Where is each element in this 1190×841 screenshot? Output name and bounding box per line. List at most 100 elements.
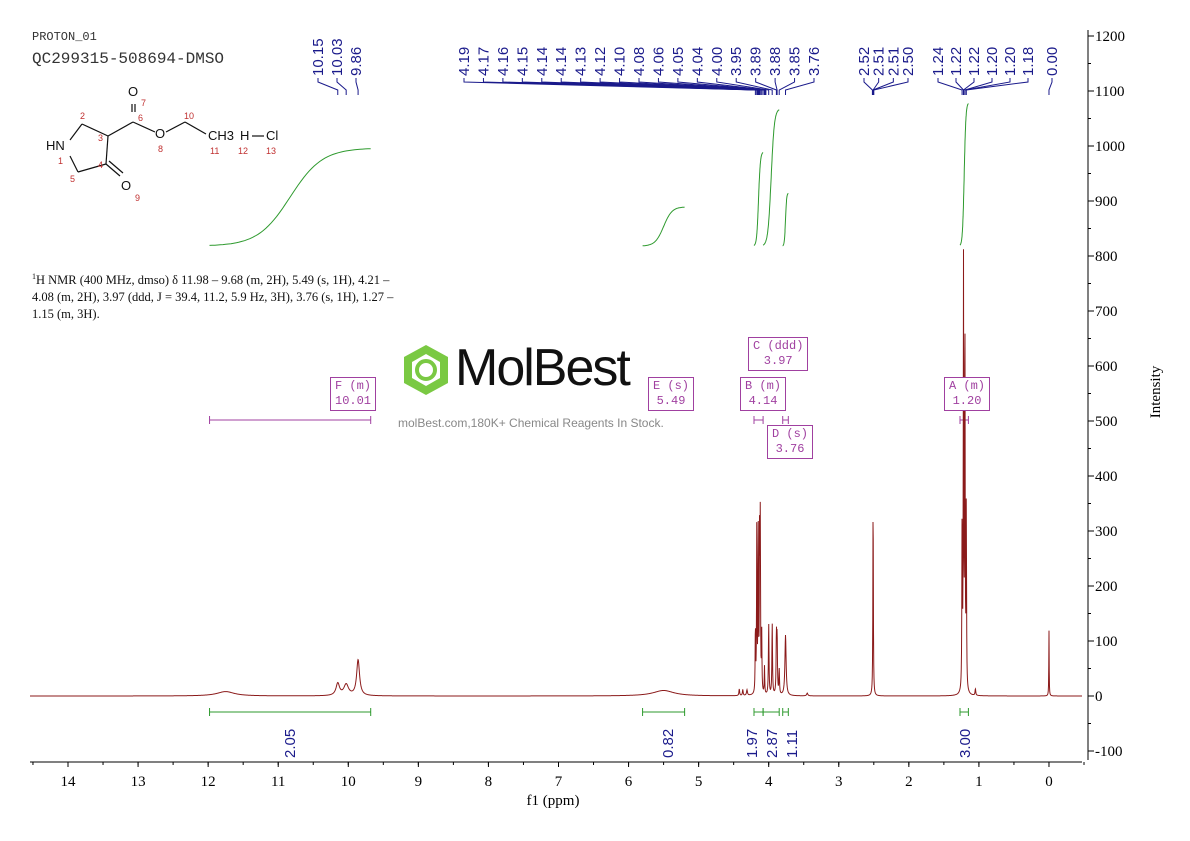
multiplet-box-a: A (m) 1.20 <box>944 377 991 411</box>
multiplet-box-e: E (s) 5.49 <box>648 377 695 411</box>
peak-label-connector <box>580 78 761 95</box>
peak-label-connector <box>355 78 359 95</box>
integral-labels: 2.05 0.82 1.97 2.87 1.11 3.00 <box>209 708 974 758</box>
y-tick-label: 400 <box>1095 469 1118 485</box>
peak-label-connector <box>785 78 815 95</box>
atom-number: 4 <box>98 160 103 170</box>
integral-value: 1.11 <box>784 730 801 758</box>
integral-curve <box>782 192 789 247</box>
peak-label-connector <box>964 78 1011 95</box>
integral-value: 0.82 <box>660 729 677 758</box>
x-tick-label: 7 <box>555 774 563 790</box>
peak-label-connector <box>696 78 767 95</box>
watermark-brand: MolBest <box>455 339 631 397</box>
peak-label: 4.08 <box>631 47 648 76</box>
peak-label-connector <box>677 78 766 95</box>
peak-label: 4.00 <box>709 47 726 76</box>
peak-label: 1.20 <box>1002 47 1019 76</box>
sample-name: QC299315-508694-DMSO <box>32 50 225 68</box>
peak-label: 4.14 <box>534 47 551 76</box>
x-tick-label: 10 <box>341 774 356 790</box>
atom-label: CH3 <box>208 128 234 143</box>
integral-value: 2.05 <box>282 729 299 758</box>
peak-label-connector <box>873 78 909 95</box>
y-tick-label: 300 <box>1095 524 1118 540</box>
atom-label: HN <box>46 138 65 153</box>
peak-label: 2.50 <box>900 47 917 76</box>
y-tick-label: 0 <box>1095 689 1103 705</box>
atom-label: Cl <box>266 128 278 143</box>
peak-label: 4.14 <box>553 47 570 76</box>
multiplet-ranges <box>209 416 969 424</box>
y-tick-label: 700 <box>1095 304 1118 320</box>
x-tick-label: 14 <box>61 774 77 790</box>
peak-label: 4.04 <box>689 47 706 76</box>
multiplet-box-c: C (ddd) 3.97 <box>748 337 809 371</box>
peak-label-connector <box>755 78 777 95</box>
y-tick-label: -100 <box>1095 744 1123 760</box>
peak-label-connector <box>964 78 993 95</box>
peak-label: 4.12 <box>592 47 609 76</box>
peak-label: 10.03 <box>329 38 346 76</box>
atom-number: 2 <box>80 111 85 121</box>
y-tick-label: 1000 <box>1095 139 1125 155</box>
y-tick-label: 900 <box>1095 194 1118 210</box>
y-tick-label: 1100 <box>1095 84 1124 100</box>
atom-number: 7 <box>141 98 146 108</box>
peak-label: 2.51 <box>885 47 902 76</box>
y-tick-label: 600 <box>1095 359 1118 375</box>
integral-value: 1.97 <box>744 729 761 758</box>
peak-label-connector <box>716 78 770 95</box>
integral-curves <box>209 103 969 247</box>
y-tick-label: 100 <box>1095 634 1118 650</box>
watermark-tagline: molBest.com,180K+ Chemical Reagents In S… <box>398 416 664 430</box>
peak-label: 1.22 <box>966 47 983 76</box>
peak-label-connector <box>317 78 339 95</box>
peak-label: 10.15 <box>310 38 327 76</box>
peak-label-connector <box>965 78 1029 95</box>
peak-label-connector <box>1048 78 1053 95</box>
peak-label-connector <box>863 78 873 95</box>
atom-number: 13 <box>266 146 276 156</box>
peak-label: 4.06 <box>650 47 667 76</box>
peak-label: 4.16 <box>495 47 512 76</box>
x-tick-label: 8 <box>485 774 493 790</box>
experiment-name: PROTON_01 <box>32 30 97 44</box>
peak-label: 0.00 <box>1044 47 1061 76</box>
y-tick-label: 200 <box>1095 579 1118 595</box>
atom-label: O <box>121 178 131 193</box>
atom-label: H <box>240 128 249 143</box>
spectrum-line <box>30 249 1082 697</box>
peak-label: 1.20 <box>984 47 1001 76</box>
axes: 14 13 12 11 10 9 8 7 6 5 4 3 2 1 012001100100090080070… <box>30 29 1125 790</box>
integral-value: 2.87 <box>764 729 781 758</box>
peak-label: 4.15 <box>514 47 531 76</box>
x-tick-label: 2 <box>905 774 913 790</box>
multiplet-box-b: B (m) 4.14 <box>740 377 787 411</box>
peak-label: 1.24 <box>930 47 947 76</box>
peak-label-connector <box>937 78 963 95</box>
atom-number: 6 <box>138 113 143 123</box>
x-tick-label: 4 <box>765 774 773 790</box>
peak-label: 3.88 <box>767 47 784 76</box>
atom-number: 3 <box>98 133 103 143</box>
peak-label-connector <box>336 78 347 95</box>
peak-label: 9.86 <box>348 47 365 76</box>
atom-number: 9 <box>135 193 140 203</box>
atom-number: 12 <box>238 146 248 156</box>
y-tick-label: 500 <box>1095 414 1118 430</box>
atom-label: O <box>155 126 165 141</box>
atom-number: 8 <box>158 144 163 154</box>
peak-labels: 10.15 10.03 9.86 4.19 4.17 4.16 4.15 4.14 4.14 4.… <box>310 38 1061 95</box>
atom-number: 5 <box>70 174 75 184</box>
peak-label: 4.19 <box>456 47 473 76</box>
peak-label: 3.76 <box>806 47 823 76</box>
peak-label: 1.18 <box>1020 47 1037 76</box>
peak-label-connector <box>778 78 796 95</box>
peak-label: 2.52 <box>856 47 873 76</box>
y-tick-label: 1200 <box>1095 29 1125 45</box>
peak-label-connector <box>735 78 773 95</box>
integral-curve <box>753 152 764 246</box>
peak-label: 2.51 <box>871 47 888 76</box>
